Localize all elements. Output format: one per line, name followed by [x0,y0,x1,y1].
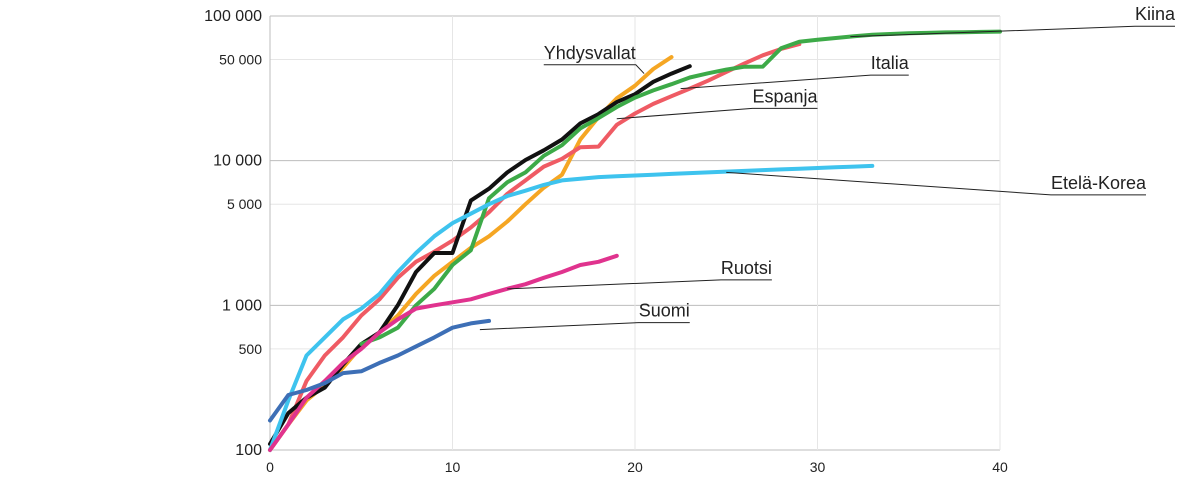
y-tick-label: 10 000 [213,153,262,170]
y-tick-label: 50 000 [219,52,262,68]
series-label: Etelä-Korea [1051,173,1147,193]
y-tick-label: 1 000 [222,297,262,314]
label-leader-line [850,25,1175,38]
series-line-suomi [268,318,491,423]
x-tick-label: 10 [445,459,461,475]
x-tick-label: 30 [810,459,826,475]
label-leader-line [507,279,772,290]
series-line-kiina [359,29,1002,346]
series-line-etel-korea [268,163,875,452]
label-leader-line [479,322,690,331]
series-label: Italia [871,53,910,73]
series-lines [268,29,1002,452]
series-label: Espanja [752,86,818,106]
series-label: Yhdysvallat [544,43,636,63]
label-leader-line [543,64,645,74]
axis-labels: 100 500 1 000 5 000 10 000 50 000 100 000 0 10 20… [204,8,1008,475]
series-label: Suomi [639,301,690,321]
series-labels: Yhdysvallat Italia Espanja Kiina Etelä-Korea… [479,4,1176,331]
x-tick-label: 40 [992,459,1008,475]
y-tick-label: 5 000 [227,196,262,212]
label-leader-line [680,74,909,90]
series-label: Ruotsi [721,258,772,278]
label-leader-line [616,107,818,120]
series-line-ruotsi [268,253,619,452]
series-label: Kiina [1135,4,1176,24]
y-tick-label: 100 [235,442,262,459]
label-leader-line [726,171,1146,196]
x-tick-label: 20 [627,459,643,475]
series-line-yhdysvallat [268,55,674,452]
series-line-italia [268,42,802,452]
x-tick-label: 0 [266,459,274,475]
series-line-espanja [268,64,692,446]
y-tick-label: 500 [239,341,263,357]
gridlines [269,15,1001,451]
y-tick-label: 100 000 [204,8,262,25]
